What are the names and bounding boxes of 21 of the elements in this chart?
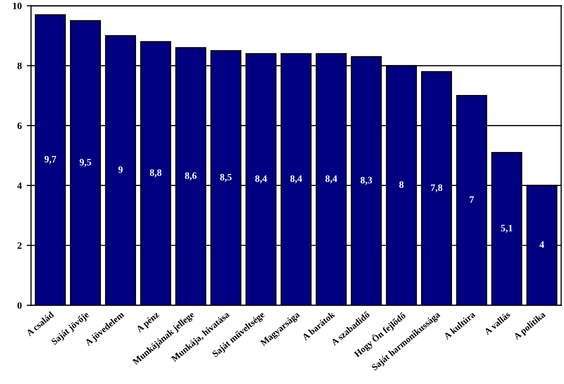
data-label: 8,4 — [255, 175, 267, 184]
y-tick-label: 8 — [17, 62, 22, 70]
y-tick-label: 2 — [18, 242, 22, 249]
y-tick-label: 4 — [17, 182, 22, 189]
data-label: 7 — [470, 196, 474, 203]
y-tick-label: 0 — [18, 302, 22, 309]
data-label: 8,5 — [220, 174, 232, 182]
data-label: 5,1 — [501, 224, 512, 233]
y-tick-label: 6 — [17, 122, 22, 130]
data-label: 9,7 — [44, 156, 56, 164]
data-label: 8,4 — [325, 175, 338, 184]
data-label: 7,8 — [431, 184, 442, 192]
data-label: 8 — [399, 181, 404, 188]
data-label: 9 — [118, 166, 123, 173]
data-label: 8,3 — [360, 176, 372, 185]
data-label: 9,5 — [80, 158, 92, 167]
data-label: 8,4 — [290, 175, 302, 184]
data-label: 8,8 — [150, 169, 162, 178]
data-label: 4 — [540, 241, 544, 248]
y-tick-label: 10 — [13, 2, 22, 10]
data-label: 8,6 — [185, 172, 197, 180]
